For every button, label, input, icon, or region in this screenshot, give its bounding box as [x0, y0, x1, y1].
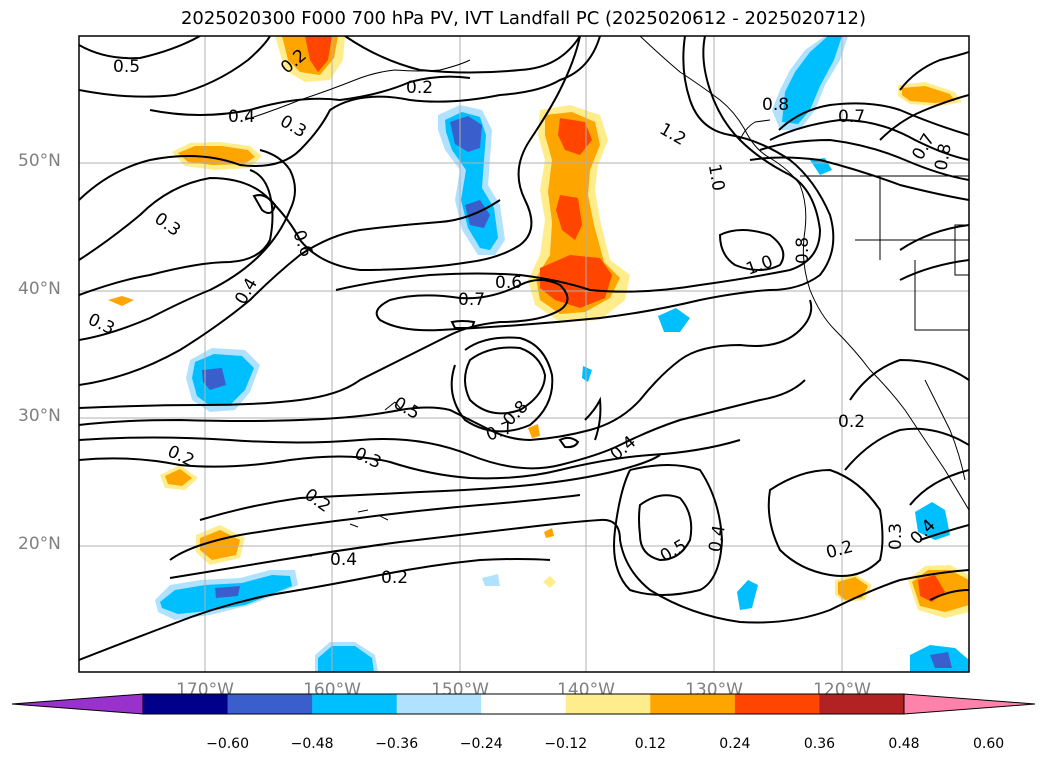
gridlines — [79, 36, 969, 672]
contour-label: 0.6 — [495, 273, 522, 293]
colorbar — [11, 693, 1036, 715]
anomaly-positive-north — [275, 36, 345, 82]
anomaly-negative-150w — [438, 105, 505, 255]
colorbar-tick-label: 0.12 — [634, 736, 666, 752]
colorbar-tick-label: −0.12 — [544, 736, 588, 752]
colorbar-tick-label: 0.60 — [972, 736, 1005, 752]
colorbar-tick-label: −0.24 — [459, 736, 503, 752]
map-canvas: 0.5 0.2 0.2 0.4 0.3 0.3 0.6 0.4 0.3 0.6 … — [78, 35, 970, 673]
contour-label: 0.4 — [705, 524, 729, 554]
contour-label: 0.5 — [113, 57, 140, 77]
colorbar-tick-label: −0.48 — [290, 736, 334, 752]
colorbar-tick-label: −0.36 — [375, 736, 419, 752]
contour-label: 0.8 — [793, 237, 813, 264]
contour-label: 1.0 — [704, 163, 728, 193]
contour-label: 0.8 — [931, 142, 955, 172]
map-frame — [78, 35, 970, 673]
colorbar-segment — [819, 694, 905, 714]
anomaly-negative-128w — [737, 580, 758, 610]
contour-label: 0.2 — [381, 568, 408, 588]
contour-label: 0.8 — [762, 95, 789, 115]
colorbar-tick-label: 0.48 — [888, 736, 920, 752]
colorbar-segment — [565, 694, 651, 714]
colorbar-segment — [734, 694, 820, 714]
colorbar-tick-label: 0.36 — [803, 736, 836, 752]
colorbar-segment — [396, 694, 482, 714]
colorbar-segment — [481, 694, 567, 714]
colorbar-extend-low — [12, 694, 143, 714]
anomaly-positive-southeast — [908, 565, 969, 618]
colorbar-extend-high — [904, 694, 1035, 714]
map-title: 2025020300 F000 700 hPa PV, IVT Landfall… — [180, 8, 867, 29]
anomaly-negative-tiny — [582, 366, 592, 382]
contour-label: 0.7 — [838, 107, 865, 127]
anomaly-positive-120w — [838, 577, 868, 600]
contour-label: 0.4 — [330, 550, 357, 570]
anomaly-negative-ne — [772, 36, 848, 175]
anomaly-positive-ne — [898, 82, 962, 106]
anomaly-positive-171w — [165, 469, 192, 486]
contour-label: 0.2 — [406, 78, 433, 98]
contour-label: 0.7 — [458, 290, 485, 310]
contour-label: 0.2 — [838, 412, 865, 432]
coastlines — [244, 36, 969, 557]
pv-contours — [79, 36, 969, 661]
colorbar-segment — [650, 694, 736, 714]
colorbar-segment — [227, 694, 313, 714]
anomaly-negative-se-1 — [915, 502, 950, 540]
contour-label: 0.4 — [228, 107, 255, 127]
anomaly-positive-small-west — [108, 296, 134, 306]
contour-label: 0.3 — [886, 523, 906, 550]
colorbar-segment — [312, 694, 398, 714]
lat-label-30n: 30°N — [18, 406, 61, 426]
anomaly-negative-southwest — [155, 570, 298, 620]
colorbar-tick-label: 0.24 — [719, 736, 751, 752]
lat-label-40n: 40°N — [18, 279, 61, 299]
shaded-anomaly-fills — [108, 36, 969, 672]
anomaly-negative-133w — [658, 308, 690, 332]
colorbar-segment — [143, 694, 229, 714]
lat-label-20n: 20°N — [18, 534, 61, 554]
colorbar-tick-label: −0.60 — [206, 736, 249, 752]
lat-label-50n: 50°N — [18, 151, 61, 171]
